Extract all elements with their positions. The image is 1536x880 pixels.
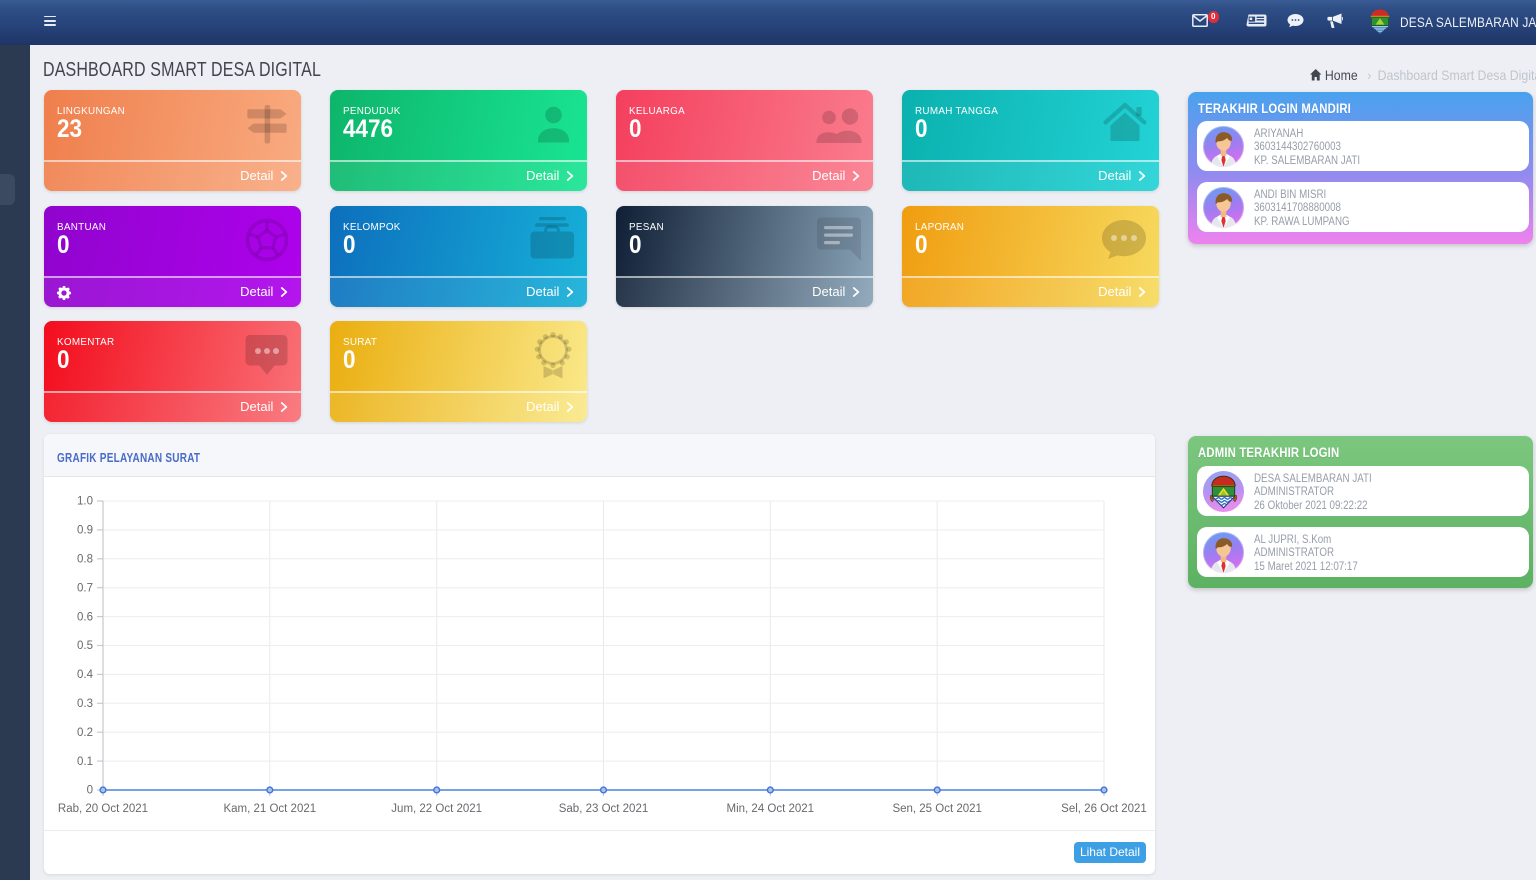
svg-text:0.2: 0.2 [77, 727, 93, 739]
svg-text:Sab, 23 Oct 2021: Sab, 23 Oct 2021 [559, 803, 649, 815]
svg-text:0.9: 0.9 [77, 525, 93, 537]
svg-text:0.6: 0.6 [77, 611, 93, 623]
svg-text:Jum, 22 Oct 2021: Jum, 22 Oct 2021 [391, 803, 482, 815]
svg-text:Rab, 20 Oct 2021: Rab, 20 Oct 2021 [58, 803, 148, 815]
svg-text:0.4: 0.4 [77, 669, 94, 681]
svg-text:Min, 24 Oct 2021: Min, 24 Oct 2021 [727, 803, 815, 815]
svg-text:0.1: 0.1 [77, 756, 93, 768]
svg-text:Kam, 21 Oct 2021: Kam, 21 Oct 2021 [223, 803, 316, 815]
svg-text:1.0: 1.0 [77, 496, 93, 508]
svg-text:Sen, 25 Oct 2021: Sen, 25 Oct 2021 [892, 803, 982, 815]
svg-text:0.8: 0.8 [77, 554, 93, 566]
svg-text:0.5: 0.5 [77, 640, 93, 652]
svg-text:0.7: 0.7 [77, 582, 93, 594]
svg-text:0.3: 0.3 [77, 698, 93, 710]
svg-text:Sel, 26 Oct 2021: Sel, 26 Oct 2021 [1061, 803, 1147, 815]
svg-text:0: 0 [87, 785, 93, 797]
